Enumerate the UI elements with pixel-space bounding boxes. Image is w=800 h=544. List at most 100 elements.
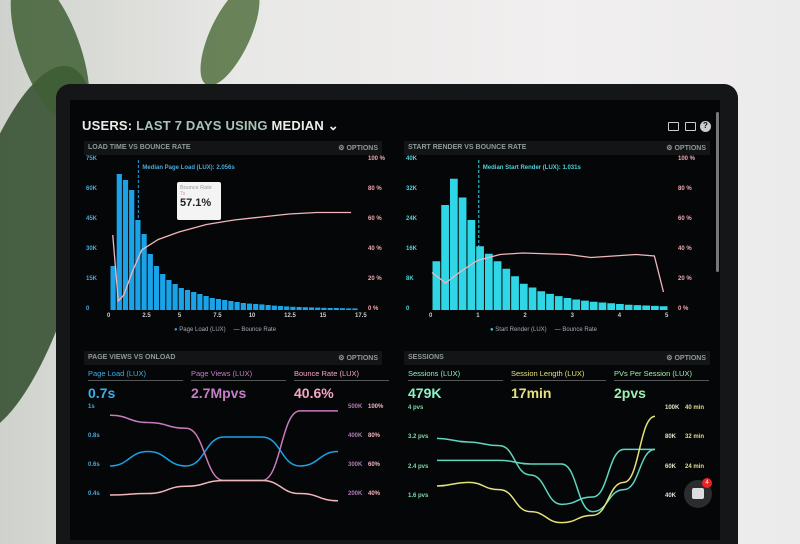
histogram-bar[interactable] [302,307,308,310]
histogram-bar[interactable] [259,304,265,310]
histogram-bar[interactable] [339,308,346,310]
series-line [436,415,656,524]
histogram-bar[interactable] [240,303,246,310]
histogram-bar[interactable] [352,308,358,310]
help-icon[interactable]: ? [700,121,711,132]
options-button[interactable]: ⚙ OPTIONS [338,354,378,362]
histogram-bar[interactable] [178,288,184,310]
histogram-bar[interactable] [327,308,333,310]
legend-line-icon: — [233,327,242,333]
histogram-bar[interactable] [546,293,554,310]
x-tick-label: 15 [319,313,327,319]
histogram-bar[interactable] [502,268,511,310]
histogram-bar[interactable] [197,294,203,310]
histogram-bar[interactable] [129,190,135,310]
histogram-bar[interactable] [284,306,290,310]
chat-icon [692,488,704,499]
histogram-bar[interactable] [651,305,659,310]
histogram-bar[interactable] [537,291,546,310]
histogram-bar[interactable] [598,302,607,311]
histogram-bar[interactable] [265,305,271,310]
legend-dot-icon: ● [490,327,496,333]
panel-title: START RENDER VS BOUNCE RATE [408,144,527,151]
histogram-bar[interactable] [110,266,116,310]
histogram-bar[interactable] [184,290,191,310]
legend-item[interactable]: Bounce Rate [241,327,277,333]
histogram-bar[interactable] [346,308,352,310]
histogram-bar[interactable] [449,178,458,310]
y2-tick-label: 80K [665,434,677,441]
y-tick-label: 0.8s [88,433,100,439]
histogram-bar[interactable] [277,306,284,310]
histogram-bar[interactable] [234,302,240,310]
gear-icon: ⚙ [338,355,347,362]
scrollbar[interactable] [716,112,719,272]
histogram-bar[interactable] [458,197,467,311]
histogram-bar[interactable] [441,205,449,310]
histogram-bar[interactable] [308,307,315,310]
histogram-bar[interactable] [147,254,153,310]
histogram-bar[interactable] [253,304,259,310]
histogram-bar[interactable] [581,300,589,310]
histogram-bar[interactable] [554,296,563,310]
histogram-bar[interactable] [333,308,339,310]
image-icon[interactable] [685,122,696,131]
y-tick-label: 1.6 pvs [408,493,429,499]
monitor-icon[interactable] [668,122,679,131]
histogram-bar[interactable] [642,305,651,311]
histogram-bar[interactable] [519,283,528,310]
histogram-bar[interactable] [246,303,253,310]
histogram-bar[interactable] [511,276,519,310]
chevron-down-icon[interactable]: ⌄ [327,118,339,133]
histogram-bar[interactable] [228,301,234,310]
histogram-bar[interactable] [153,266,160,310]
histogram-bar[interactable] [659,306,668,310]
x-tick-label: 2.5 [142,313,151,319]
histogram-bar[interactable] [222,300,228,310]
histogram-bar[interactable] [209,298,215,310]
histogram-bar[interactable] [432,261,441,310]
y-tick-label: 0.6s [88,462,100,468]
histogram-bar[interactable] [141,234,147,310]
legend-item[interactable]: Bounce Rate [562,327,598,333]
histogram-bar[interactable] [633,305,642,310]
histogram-bar[interactable] [172,284,178,310]
chat-button[interactable]: 4 [684,478,712,508]
histogram-bar[interactable] [116,174,122,310]
series-line [436,437,655,506]
y3-tick-label: 80% [368,433,381,439]
options-button[interactable]: ⚙ OPTIONS [666,144,706,152]
legend-item[interactable]: Start Render (LUX) [495,327,547,333]
histogram-bar[interactable] [607,303,616,310]
histogram-bar[interactable] [271,305,277,310]
y-tick-label: 30K [86,246,98,252]
y-tick-label: 2.4 pvs [408,463,429,470]
y-tick-label: 16K [406,246,418,252]
histogram-bar[interactable] [215,299,222,310]
options-button[interactable]: ⚙ OPTIONS [338,144,378,152]
histogram-bar[interactable] [315,307,321,310]
histogram-bar[interactable] [122,180,129,310]
histogram-bar[interactable] [321,307,327,310]
histogram-bar[interactable] [484,253,493,310]
histogram-bar[interactable] [589,301,598,310]
histogram-bar[interactable] [493,261,502,310]
histogram-bar[interactable] [166,280,172,310]
legend-item[interactable]: Page Load (LUX) [179,327,226,333]
bounce-rate-line [431,252,665,293]
histogram-bar[interactable] [191,292,197,310]
tooltip-value: 57.1% [180,197,212,209]
histogram-bar[interactable] [476,246,484,310]
histogram-bar[interactable] [160,274,166,310]
histogram-bar[interactable] [528,287,537,311]
histogram-bar[interactable] [203,296,209,310]
histogram-bar[interactable] [296,307,302,310]
page-title[interactable]: USERS: LAST 7 DAYS USING MEDIAN ⌄ [82,118,339,134]
histogram-bar[interactable] [572,299,581,311]
histogram-bar[interactable] [616,304,624,310]
options-button[interactable]: ⚙ OPTIONS [666,354,706,362]
histogram-bar[interactable] [563,298,572,310]
median-annotation: Median Start Render (LUX): 1.031s [482,165,581,171]
histogram-bar[interactable] [624,304,633,310]
histogram-bar[interactable] [290,306,296,310]
